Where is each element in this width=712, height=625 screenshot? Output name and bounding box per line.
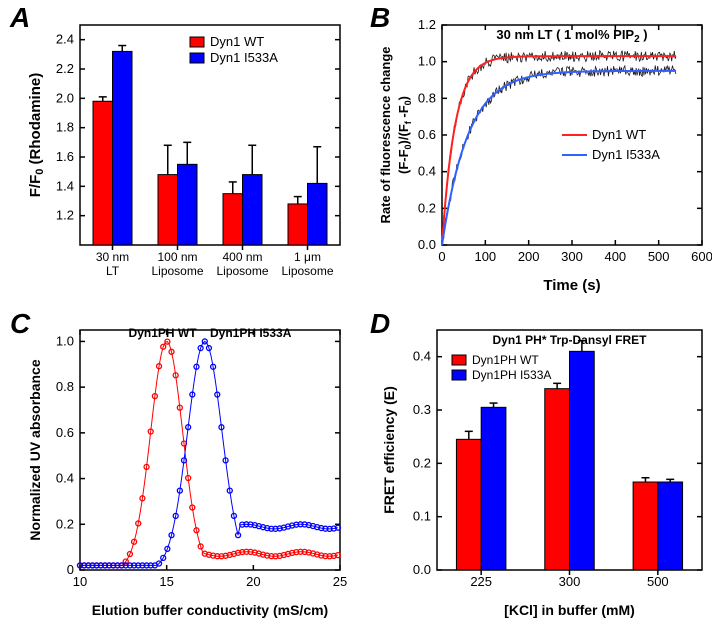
- panel-c-chart: 00.20.40.60.81.010152025Dyn1PH WTDyn1PH …: [20, 315, 350, 625]
- svg-text:2.4: 2.4: [56, 32, 74, 47]
- svg-text:600: 600: [691, 249, 712, 264]
- svg-text:1.2: 1.2: [56, 208, 74, 223]
- svg-text:0.2: 0.2: [56, 516, 74, 531]
- svg-text:400 nm: 400 nm: [222, 250, 262, 264]
- svg-text:1.2: 1.2: [418, 17, 436, 32]
- svg-text:0.1: 0.1: [413, 509, 431, 524]
- svg-text:Liposome: Liposome: [151, 264, 203, 278]
- svg-text:1 μm: 1 μm: [294, 250, 321, 264]
- svg-text:0.2: 0.2: [413, 455, 431, 470]
- svg-text:(F-F0)/(Ff -F0): (F-F0)/(Ff -F0): [396, 96, 413, 174]
- svg-text:Rate of fluorescence change: Rate of fluorescence change: [378, 47, 393, 224]
- svg-text:300: 300: [561, 249, 583, 264]
- svg-text:Normalized UV absorbance: Normalized UV absorbance: [27, 359, 43, 540]
- svg-text:15: 15: [159, 574, 173, 589]
- panel-d-chart: 0.0 0.1 0.2 0.3 0.4 225 300 500 Dyn1 PH* Trp-Dan…: [372, 315, 712, 625]
- svg-text:500: 500: [647, 574, 669, 589]
- svg-text:0.0: 0.0: [413, 562, 431, 577]
- svg-text:[KCl] in buffer (mM): [KCl] in buffer (mM): [504, 602, 635, 618]
- svg-text:Dyn1 WT: Dyn1 WT: [592, 127, 646, 142]
- svg-text:300: 300: [559, 574, 581, 589]
- svg-text:0.0: 0.0: [418, 237, 436, 252]
- svg-text:500: 500: [648, 249, 670, 264]
- svg-text:400: 400: [604, 249, 626, 264]
- svg-text:100 nm: 100 nm: [157, 250, 197, 264]
- svg-text:0.6: 0.6: [418, 127, 436, 142]
- svg-text:Liposome: Liposome: [281, 264, 333, 278]
- svg-text:Time (s): Time (s): [543, 277, 600, 294]
- svg-text:2.2: 2.2: [56, 61, 74, 76]
- svg-text:200: 200: [518, 249, 540, 264]
- svg-text:0: 0: [438, 249, 445, 264]
- svg-text:Dyn1PH WT: Dyn1PH WT: [129, 326, 198, 340]
- svg-text:25: 25: [333, 574, 347, 589]
- svg-text:0.4: 0.4: [418, 164, 436, 179]
- svg-text:30 nm: 30 nm: [96, 250, 129, 264]
- svg-text:FRET efficiency (E): FRET efficiency (E): [381, 386, 397, 514]
- svg-text:Dyn1 I533A: Dyn1 I533A: [592, 147, 660, 162]
- panel-b-chart: 0.0 0.2 0.4 0.6 0.8 1.0 1.2 0 100 200 300 400 500 600…: [372, 10, 712, 300]
- svg-text:Dyn1PH I533A: Dyn1PH I533A: [472, 368, 551, 382]
- svg-text:0.8: 0.8: [56, 379, 74, 394]
- svg-text:1.0: 1.0: [56, 333, 74, 348]
- svg-text:1.4: 1.4: [56, 178, 74, 193]
- svg-text:0.2: 0.2: [418, 200, 436, 215]
- svg-text:0.4: 0.4: [56, 471, 74, 486]
- svg-text:Dyn1 WT: Dyn1 WT: [210, 34, 264, 49]
- svg-text:Dyn1 PH* Trp-Dansyl FRET: Dyn1 PH* Trp-Dansyl FRET: [492, 333, 647, 347]
- svg-text:F/F0 (Rhodamine): F/F0 (Rhodamine): [27, 73, 46, 197]
- svg-text:2.0: 2.0: [56, 90, 74, 105]
- svg-text:Elution buffer conductivity (m: Elution buffer conductivity (mS/cm): [92, 602, 328, 618]
- svg-text:Dyn1PH WT: Dyn1PH WT: [472, 353, 539, 367]
- svg-text:0.3: 0.3: [413, 402, 431, 417]
- svg-text:Dyn1PH I533A: Dyn1PH I533A: [210, 326, 292, 340]
- svg-text:225: 225: [470, 574, 492, 589]
- svg-text:1.8: 1.8: [56, 120, 74, 135]
- svg-text:LT: LT: [106, 264, 120, 278]
- svg-text:20: 20: [246, 574, 260, 589]
- svg-text:100: 100: [474, 249, 496, 264]
- svg-text:0.4: 0.4: [413, 349, 431, 364]
- svg-text:Liposome: Liposome: [216, 264, 268, 278]
- svg-text:30 nm LT ( 1 mol% PIP2 ): 30 nm LT ( 1 mol% PIP2 ): [496, 27, 647, 45]
- panel-a-chart: 1.21.41.61.82.02.22.430 nmLT100 nmLiposo…: [20, 10, 350, 300]
- svg-text:Dyn1 I533A: Dyn1 I533A: [210, 50, 278, 65]
- svg-text:0.6: 0.6: [56, 425, 74, 440]
- svg-text:10: 10: [73, 574, 87, 589]
- svg-text:1.6: 1.6: [56, 149, 74, 164]
- svg-text:0.8: 0.8: [418, 90, 436, 105]
- svg-text:1.0: 1.0: [418, 54, 436, 69]
